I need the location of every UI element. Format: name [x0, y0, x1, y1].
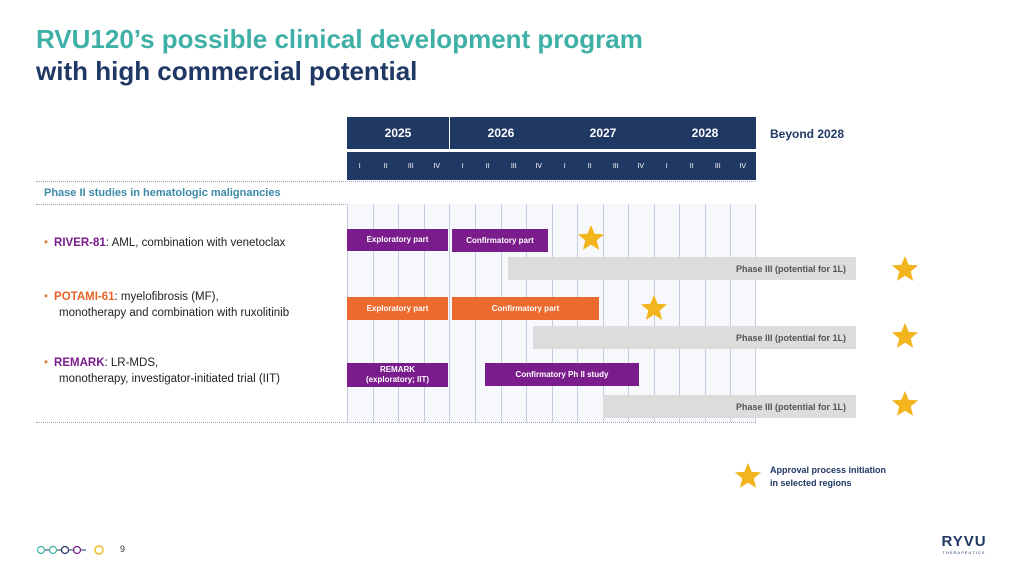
quarter-2026-1: I [450, 152, 476, 180]
bottom-divider [36, 422, 756, 423]
page-title: RVU120’s possible clinical development p… [36, 24, 643, 54]
study-name: POTAMI-61 [54, 291, 115, 303]
logo-wordmark: RYVU [941, 533, 987, 550]
quarter-2028-2: II [679, 152, 705, 180]
quarter-2026-4: IV [526, 152, 552, 180]
approval-star-icon [890, 321, 920, 351]
grid-line [679, 204, 680, 422]
year-header-2026: 2026 [450, 117, 552, 149]
river-phase3-bar: Phase III (potential for 1L) [508, 257, 856, 280]
legend-star-icon [733, 461, 763, 491]
quarter-2025-3: III [398, 152, 424, 180]
row-label-remark: • REMARK: LR-MDS, monotherapy, investigat… [44, 355, 280, 387]
study-name: REMARK [54, 357, 105, 369]
footer-decoration-icon [36, 545, 104, 555]
year-header-2028: 2028 [654, 117, 756, 149]
quarter-2027-3: III [603, 152, 629, 180]
quarter-2027-1: I [552, 152, 578, 180]
grid-line [730, 204, 731, 422]
quarter-2028-1: I [654, 152, 680, 180]
legend-label: Approval process initiation in selected … [770, 464, 910, 490]
bullet-icon: • [44, 291, 49, 303]
grid-line [628, 204, 629, 422]
study-description: : myelofibrosis (MF), [114, 291, 219, 303]
remark-confirmatory-bar: Confirmatory Ph II study [485, 363, 639, 386]
river-exploratory-bar: Exploratory part [347, 229, 448, 251]
study-description-line2: monotherapy, investigator-initiated tria… [59, 373, 280, 385]
quarter-2025-1: I [347, 152, 373, 180]
study-description: : AML, combination with venetoclax [105, 237, 286, 249]
bullet-icon: • [44, 357, 49, 369]
header-divider [36, 181, 756, 182]
grid-line [449, 204, 450, 422]
river-confirmatory-bar: Confirmatory part [452, 229, 548, 252]
potami-phase3-bar: Phase III (potential for 1L) [533, 326, 856, 349]
legend-line1: Approval process initiation [770, 465, 887, 475]
potami-exploratory-bar: Exploratory part [347, 297, 448, 320]
study-name: RIVER-81 [54, 237, 106, 249]
quarter-2026-3: III [501, 152, 527, 180]
grid-line [705, 204, 706, 422]
remark-bar-title: REMARK [379, 365, 416, 374]
grid-line [755, 204, 756, 422]
quarter-2027-4: IV [628, 152, 654, 180]
page-number: 9 [120, 544, 126, 554]
approval-star-icon [890, 254, 920, 284]
grid-line [603, 204, 604, 422]
ryvu-logo: RYVU THERAPEUTICS [936, 534, 992, 558]
study-description: : LR-MDS, [104, 357, 159, 369]
section-label: Phase II studies in hematologic malignan… [44, 187, 281, 199]
remark-bar-subtitle: (exploratory; IIT) [365, 375, 430, 384]
quarter-2028-4: IV [730, 152, 756, 180]
row-label-river-81: • RIVER-81: AML, combination with venetoc… [44, 235, 285, 251]
approval-star-icon [639, 293, 669, 323]
beyond-2028-label: Beyond 2028 [770, 127, 845, 141]
potami-confirmatory-bar: Confirmatory part [452, 297, 599, 320]
page-subtitle: with high commercial potential [36, 56, 418, 86]
remark-exploratory-bar: REMARK (exploratory; IIT) [347, 363, 448, 387]
year-header-2027: 2027 [552, 117, 654, 149]
quarter-2026-2: II [475, 152, 501, 180]
logo-subtitle: THERAPEUTICS [942, 550, 986, 555]
quarter-2028-3: III [705, 152, 731, 180]
row-label-potami-61: • POTAMI-61: myelofibrosis (MF), monother… [44, 289, 289, 321]
bullet-icon: • [44, 237, 49, 249]
quarter-2027-2: II [577, 152, 603, 180]
remark-phase3-bar: Phase III (potential for 1L) [603, 395, 856, 418]
quarter-2025-4: IV [424, 152, 450, 180]
study-description-line2: monotherapy and combination with ruxolit… [59, 307, 290, 319]
year-header-2025: 2025 [347, 117, 449, 149]
quarter-2025-2: II [373, 152, 399, 180]
approval-star-icon [890, 389, 920, 419]
legend-line2: in selected regions [770, 478, 852, 488]
approval-star-icon [576, 223, 606, 253]
